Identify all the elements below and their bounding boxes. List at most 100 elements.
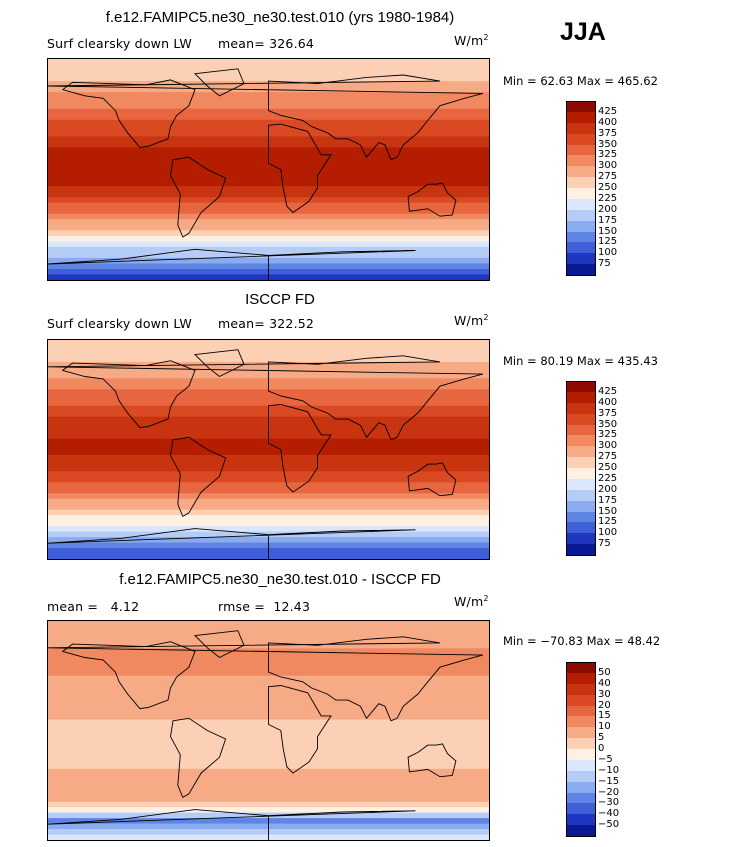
colorbar-tick-label: 100 <box>598 247 618 259</box>
field-band <box>48 345 489 352</box>
panel3-map <box>47 620 490 841</box>
colorbar-swatch <box>566 177 596 189</box>
colorbar-swatch <box>566 446 596 458</box>
field-band <box>48 449 489 456</box>
panel1-units-exp: 2 <box>483 33 489 42</box>
field-band <box>48 108 489 115</box>
field-band <box>48 631 489 639</box>
panel3-mean-label: mean = 4.12 <box>47 599 139 614</box>
panel2-mean-text: mean= <box>218 316 265 331</box>
colorbar-tick-label: 50 <box>598 666 611 678</box>
panel1-map <box>47 58 490 281</box>
colorbar-tick-label: 425 <box>598 385 618 397</box>
colorbar-tick-label: 350 <box>598 138 618 150</box>
field-band <box>48 64 489 71</box>
field-band <box>48 246 489 253</box>
colorbar-swatch <box>566 489 596 502</box>
panel3-units-text: W/m <box>454 594 484 610</box>
colorbar-tick-label: −20 <box>598 786 620 798</box>
colorbar-swatch <box>566 478 596 491</box>
colorbar-swatch <box>566 727 596 739</box>
panel2-units: W/m2 <box>454 313 489 328</box>
coastline <box>194 630 245 659</box>
coastline <box>48 636 484 722</box>
colorbar-tick-label: 225 <box>598 472 618 484</box>
coastline <box>194 349 245 378</box>
colorbar-swatch <box>566 413 596 425</box>
colorbar-tick-label: 5 <box>598 732 605 744</box>
field-band <box>48 175 489 182</box>
colorbar-swatch <box>566 188 596 200</box>
field-band <box>48 471 489 478</box>
panel1-mean-value: 326.64 <box>269 36 315 51</box>
colorbar-swatch <box>566 381 596 393</box>
field-band <box>48 119 489 126</box>
colorbar-swatch <box>566 468 596 480</box>
panel3-colorbar: 50 40 30 20 15 10 5 0 −5 −10 −15 −20 −30 −40 −50 <box>566 662 636 837</box>
colorbar-swatch <box>566 435 596 447</box>
colorbar-swatch <box>566 264 596 276</box>
colorbar-swatch <box>566 457 596 469</box>
colorbar-tick-label: 150 <box>598 225 618 237</box>
field-band <box>48 213 489 220</box>
colorbar-swatch <box>566 814 596 826</box>
field-band <box>48 498 489 505</box>
colorbar-tick-label: 150 <box>598 505 618 517</box>
colorbar-tick-label: 400 <box>598 116 618 128</box>
field-band <box>48 186 489 193</box>
colorbar-tick-label: 300 <box>598 160 618 172</box>
colorbar-swatch <box>566 402 596 415</box>
panel1-variable-label: Surf clearsky down LW <box>47 36 192 51</box>
field-band <box>48 807 489 814</box>
field-band <box>48 796 489 803</box>
colorbar-swatch <box>566 683 596 696</box>
colorbar-swatch <box>566 749 596 761</box>
colorbar-tick-label: 15 <box>598 710 611 722</box>
panel2-colorbar: 425 400 375 350 325 300 275 250 225 200 175 150 125 1… <box>566 381 636 556</box>
colorbar-swatch <box>566 511 596 523</box>
field-band <box>48 169 489 176</box>
season-label: JJA <box>560 18 606 46</box>
colorbar-tick-label: 325 <box>598 149 618 161</box>
colorbar-tick-label: 325 <box>598 429 618 441</box>
colorbar-tick-label: 350 <box>598 418 618 430</box>
field-band <box>48 180 489 187</box>
coastline <box>170 156 227 238</box>
field-band <box>48 752 489 759</box>
colorbar-tick-label: 0 <box>598 743 605 754</box>
colorbar-tick-label: −10 <box>598 764 620 776</box>
field-band <box>48 675 489 682</box>
field-band <box>48 730 489 737</box>
colorbar-tick-label: 20 <box>598 699 611 711</box>
field-band <box>48 741 489 748</box>
colorbar-swatch <box>566 253 596 265</box>
colorbar-tick-label: 250 <box>598 182 618 193</box>
colorbar-tick-label: −30 <box>598 797 620 809</box>
colorbar-tick-label: 375 <box>598 407 618 419</box>
colorbar-swatch <box>566 155 596 167</box>
field-band <box>48 757 489 764</box>
colorbar-swatch <box>566 803 596 815</box>
coastline <box>48 355 484 441</box>
field-band <box>48 460 489 467</box>
field-band <box>48 763 489 770</box>
field-band <box>48 504 489 511</box>
panel2-units-exp: 2 <box>483 313 489 322</box>
coastline <box>48 528 416 559</box>
panel2-minmax: Min = 80.19 Max = 435.43 <box>503 354 658 368</box>
field-band <box>48 735 489 743</box>
colorbar-tick-label: 125 <box>598 236 618 248</box>
colorbar-swatch <box>566 220 596 232</box>
field-band <box>48 621 489 628</box>
panel2-mean-label: mean= 322.52 <box>218 316 314 331</box>
colorbar-swatch <box>566 500 596 512</box>
panel2-field <box>48 340 489 559</box>
colorbar-tick-label: 275 <box>598 451 618 463</box>
field-band <box>48 768 489 775</box>
colorbar-tick-label: 10 <box>598 721 611 733</box>
colorbar-swatch <box>566 391 596 404</box>
colorbar-tick-label: 75 <box>598 538 611 550</box>
field-band <box>48 230 489 237</box>
colorbar-swatch <box>566 242 596 254</box>
field-band <box>48 191 489 198</box>
